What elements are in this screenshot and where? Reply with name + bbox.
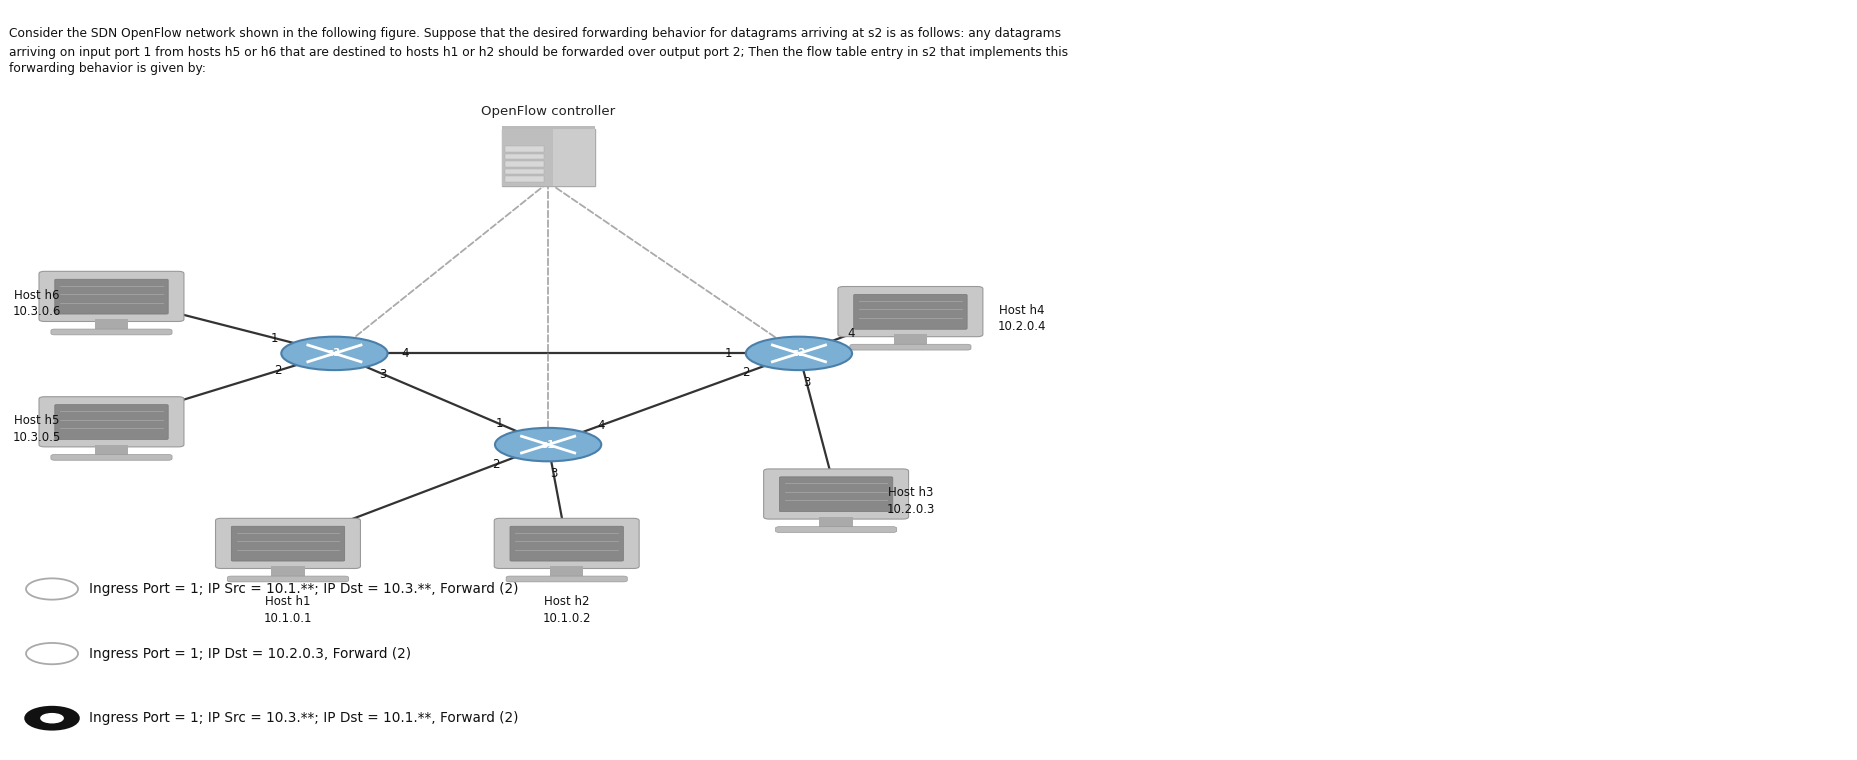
Circle shape <box>41 714 63 723</box>
FancyBboxPatch shape <box>494 518 639 568</box>
FancyBboxPatch shape <box>39 271 184 321</box>
FancyBboxPatch shape <box>819 517 852 528</box>
FancyBboxPatch shape <box>505 176 544 182</box>
FancyBboxPatch shape <box>271 566 305 578</box>
FancyBboxPatch shape <box>553 129 594 186</box>
FancyBboxPatch shape <box>763 469 908 519</box>
FancyBboxPatch shape <box>215 518 360 568</box>
FancyBboxPatch shape <box>54 279 169 314</box>
FancyBboxPatch shape <box>95 319 128 331</box>
Circle shape <box>26 708 78 729</box>
Text: s1: s1 <box>540 439 555 450</box>
FancyBboxPatch shape <box>505 154 544 160</box>
Text: 3: 3 <box>550 467 557 480</box>
Circle shape <box>26 643 78 664</box>
Text: Host h5
10.3.0.5: Host h5 10.3.0.5 <box>13 414 61 444</box>
FancyBboxPatch shape <box>50 454 173 461</box>
FancyBboxPatch shape <box>505 146 544 152</box>
FancyBboxPatch shape <box>54 404 169 439</box>
FancyBboxPatch shape <box>509 526 624 561</box>
FancyBboxPatch shape <box>774 527 897 533</box>
FancyBboxPatch shape <box>501 126 594 129</box>
Text: 4: 4 <box>401 347 409 360</box>
FancyBboxPatch shape <box>505 576 628 582</box>
Text: Ingress Port = 1; IP Dst = 10.2.0.3, Forward (2): Ingress Port = 1; IP Dst = 10.2.0.3, For… <box>89 647 410 660</box>
Text: 3: 3 <box>379 368 386 381</box>
FancyBboxPatch shape <box>550 566 583 578</box>
FancyBboxPatch shape <box>849 344 971 350</box>
FancyBboxPatch shape <box>505 169 544 174</box>
FancyBboxPatch shape <box>50 329 173 335</box>
FancyBboxPatch shape <box>227 576 349 582</box>
Text: 3: 3 <box>802 375 810 388</box>
FancyBboxPatch shape <box>505 161 544 167</box>
Text: s3: s3 <box>327 348 342 359</box>
Circle shape <box>26 578 78 600</box>
Ellipse shape <box>745 337 852 370</box>
Text: arriving on input port 1 from hosts h5 or h6 that are destined to hosts h1 or h2: arriving on input port 1 from hosts h5 o… <box>9 46 1068 59</box>
FancyBboxPatch shape <box>501 129 594 186</box>
Text: Host h3
10.2.0.3: Host h3 10.2.0.3 <box>886 486 934 516</box>
Text: Host h4
10.2.0.4: Host h4 10.2.0.4 <box>997 304 1045 334</box>
Text: Ingress Port = 1; IP Src = 10.1.**; IP Dst = 10.3.**, Forward (2): Ingress Port = 1; IP Src = 10.1.**; IP D… <box>89 582 518 596</box>
FancyBboxPatch shape <box>501 129 553 186</box>
FancyBboxPatch shape <box>838 287 982 337</box>
Text: 2: 2 <box>492 458 500 470</box>
Text: 2: 2 <box>743 366 750 379</box>
Text: OpenFlow controller: OpenFlow controller <box>481 105 615 118</box>
Text: Host h6
10.3.0.6: Host h6 10.3.0.6 <box>13 289 61 318</box>
FancyBboxPatch shape <box>230 526 345 561</box>
FancyBboxPatch shape <box>778 477 893 511</box>
Text: 4: 4 <box>596 419 604 432</box>
Text: 1: 1 <box>724 347 732 360</box>
FancyBboxPatch shape <box>852 294 967 329</box>
Text: Ingress Port = 1; IP Src = 10.3.**; IP Dst = 10.1.**, Forward (2): Ingress Port = 1; IP Src = 10.3.**; IP D… <box>89 711 518 725</box>
FancyBboxPatch shape <box>95 445 128 456</box>
Text: 1: 1 <box>271 331 279 344</box>
Ellipse shape <box>494 428 602 461</box>
Text: Consider the SDN OpenFlow network shown in the following figure. Suppose that th: Consider the SDN OpenFlow network shown … <box>9 27 1060 40</box>
Text: 2: 2 <box>275 364 282 377</box>
Text: forwarding behavior is given by:: forwarding behavior is given by: <box>9 62 206 75</box>
Text: 1: 1 <box>496 417 503 430</box>
Text: Host h2
10.1.0.2: Host h2 10.1.0.2 <box>542 595 591 625</box>
Text: s2: s2 <box>791 348 806 359</box>
FancyBboxPatch shape <box>39 397 184 447</box>
Text: Host h1
10.1.0.1: Host h1 10.1.0.1 <box>264 595 312 625</box>
FancyBboxPatch shape <box>893 334 927 346</box>
Text: 4: 4 <box>847 328 854 340</box>
Ellipse shape <box>280 337 388 370</box>
